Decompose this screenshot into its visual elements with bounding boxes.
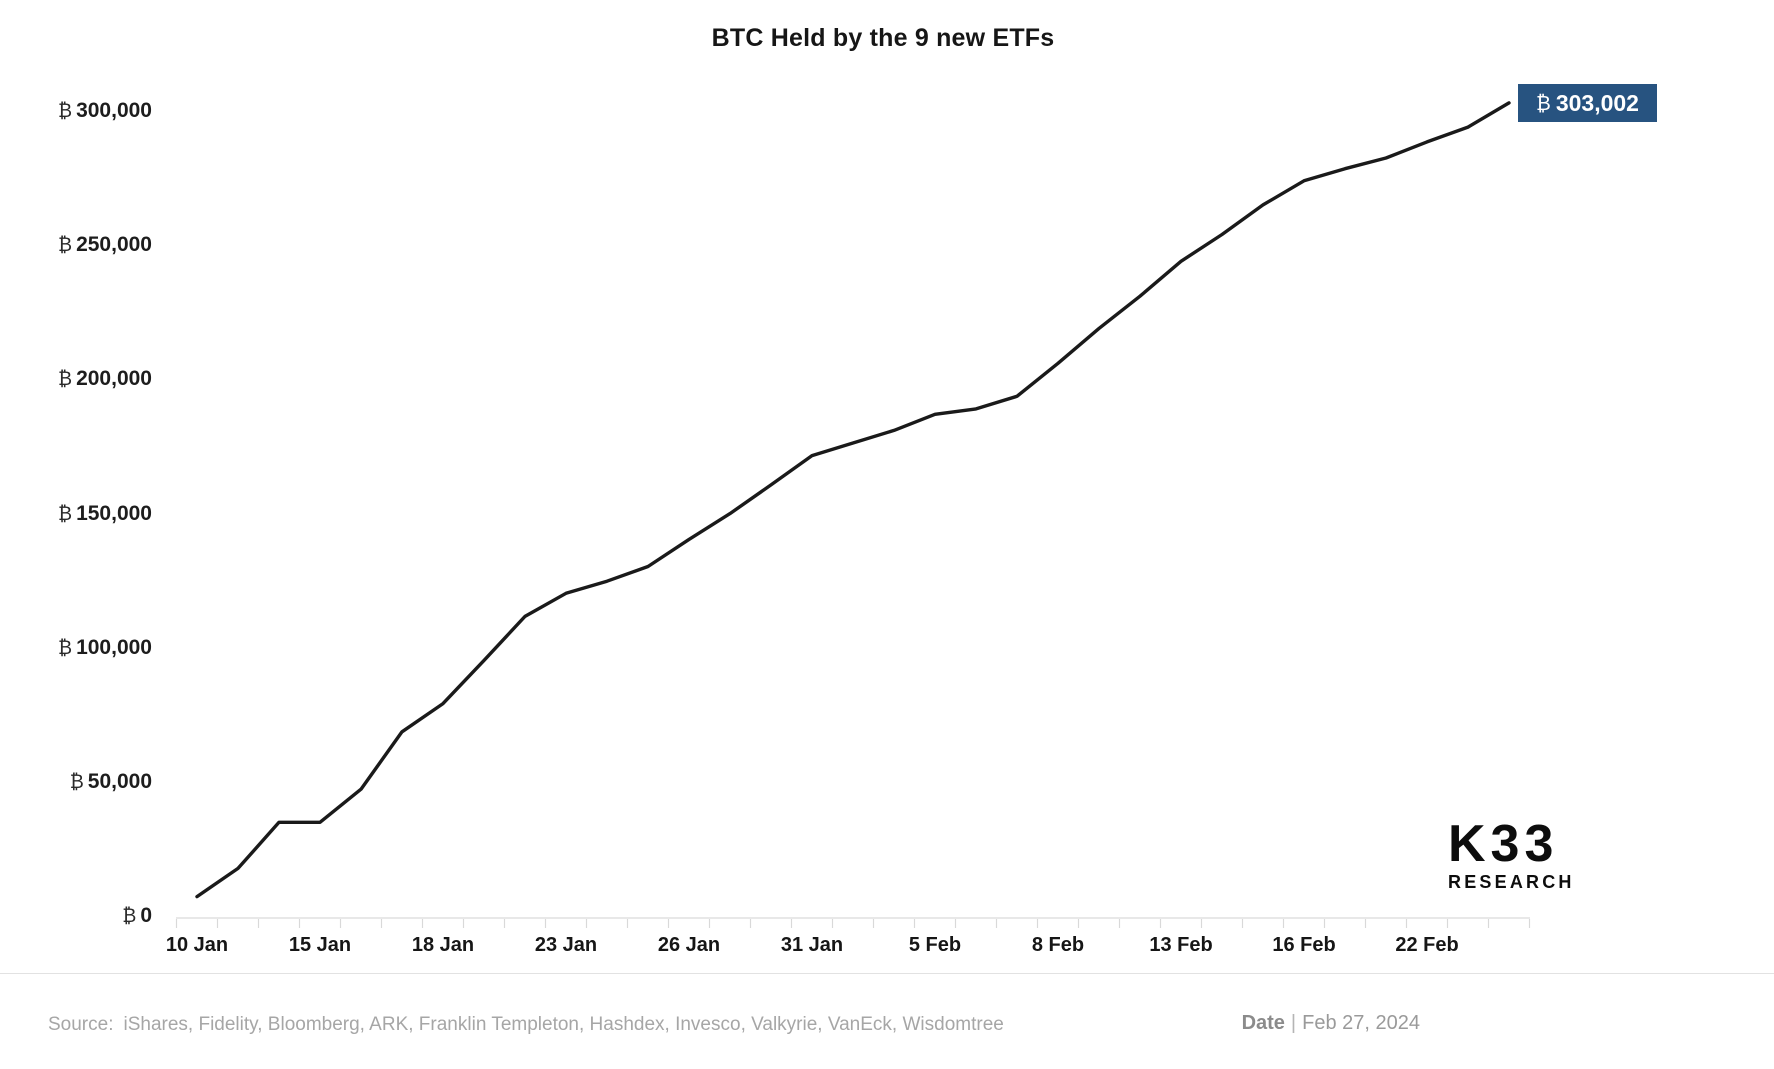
y-axis-value: 150,000 bbox=[76, 501, 152, 525]
bitcoin-symbol-icon: ₿ bbox=[58, 234, 73, 257]
x-axis-label: 18 Jan bbox=[411, 934, 475, 956]
chart-title: BTC Held by the 9 new ETFs bbox=[711, 24, 1055, 52]
btc-holdings-line bbox=[195, 101, 1511, 899]
bitcoin-symbol-icon: ₿ bbox=[58, 636, 73, 659]
footer-divider bbox=[0, 973, 1774, 974]
x-axis-label: 26 Jan bbox=[657, 934, 721, 956]
x-axis-label: 10 Jan bbox=[165, 934, 229, 956]
k33-research-logo: K33 RESEARCH bbox=[1448, 818, 1575, 891]
y-axis-label: ₿ 200,000 bbox=[0, 367, 152, 391]
x-axis-label: 22 Feb bbox=[1395, 934, 1459, 956]
logo-research-text: RESEARCH bbox=[1448, 872, 1575, 892]
y-axis-label: ₿ 300,000 bbox=[0, 99, 152, 123]
footer-source: Source: iShares, Fidelity, Bloomberg, ARK… bbox=[48, 1014, 1004, 1036]
bitcoin-symbol-icon: ₿ bbox=[69, 771, 84, 793]
bitcoin-symbol-icon: ₿ bbox=[58, 368, 73, 391]
y-axis-label: ₿ 250,000 bbox=[0, 233, 152, 257]
bitcoin-symbol-icon: ₿ bbox=[122, 905, 137, 928]
x-axis-label: 5 Feb bbox=[908, 934, 962, 956]
y-axis-value: 200,000 bbox=[76, 367, 152, 391]
bitcoin-symbol-icon: ₿ bbox=[58, 502, 73, 525]
x-axis-label: 8 Feb bbox=[1031, 934, 1085, 956]
y-axis-label: ₿ 150,000 bbox=[0, 502, 152, 526]
last-value-callout: ₿ 303,002 bbox=[1518, 84, 1657, 122]
y-axis-value: 50,000 bbox=[87, 770, 152, 793]
bitcoin-symbol-icon: ₿ bbox=[58, 100, 73, 122]
date-label: Date bbox=[1241, 1012, 1285, 1034]
last-value-text: 303,002 bbox=[1555, 89, 1639, 116]
source-list: iShares, Fidelity, Bloomberg, ARK, Frank… bbox=[123, 1014, 1004, 1035]
y-axis-value: 0 bbox=[140, 904, 152, 928]
bitcoin-symbol-icon: ₿ bbox=[1536, 90, 1551, 115]
source-label: Source: bbox=[48, 1014, 114, 1035]
logo-k33-text: K33 bbox=[1448, 815, 1559, 873]
x-axis-label: 13 Feb bbox=[1149, 934, 1213, 956]
date-value: Feb 27, 2024 bbox=[1302, 1012, 1420, 1034]
x-axis-label: 31 Jan bbox=[780, 934, 844, 956]
y-axis-label: ₿ 100,000 bbox=[0, 636, 152, 660]
y-axis-label: ₿ 0 bbox=[0, 904, 152, 928]
date-separator: | bbox=[1290, 1012, 1297, 1034]
y-axis-value: 300,000 bbox=[76, 99, 152, 122]
x-axis-label: 16 Feb bbox=[1272, 934, 1336, 956]
y-axis-value: 100,000 bbox=[76, 635, 152, 659]
x-axis-label: 15 Jan bbox=[288, 934, 352, 956]
footer-date: Date | Feb 27, 2024 bbox=[1242, 1012, 1420, 1035]
y-axis-label: ₿ 50,000 bbox=[0, 770, 152, 794]
x-axis-label: 23 Jan bbox=[534, 934, 598, 956]
y-axis-value: 250,000 bbox=[76, 233, 152, 257]
